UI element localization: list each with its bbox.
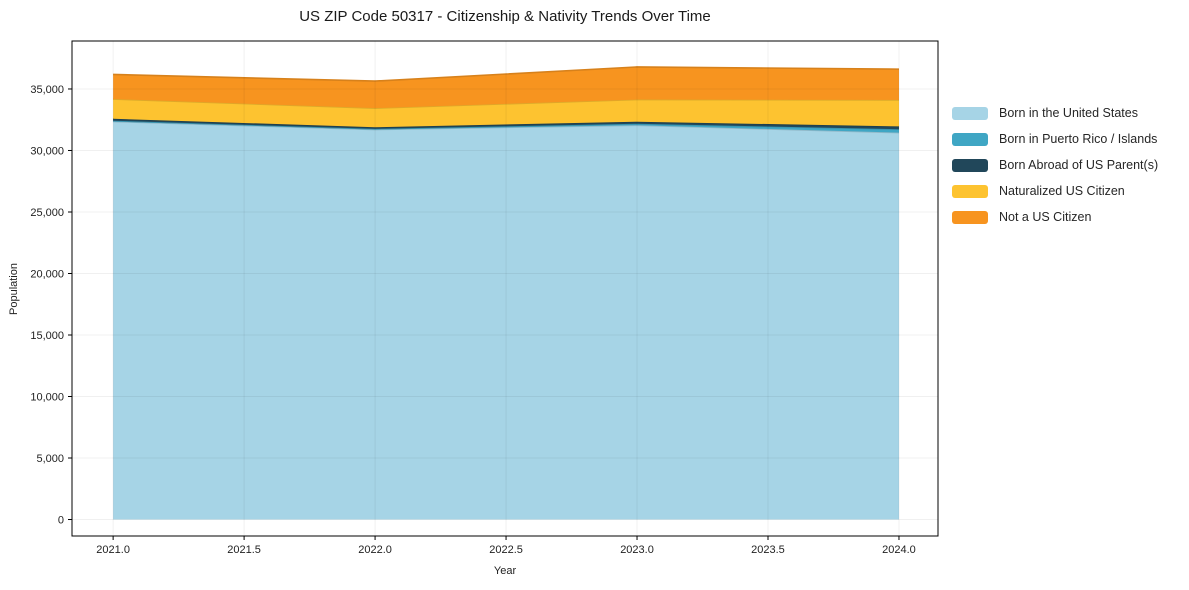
x-tick-label: 2024.0 [882,544,916,556]
legend-label: Naturalized US Citizen [999,184,1125,198]
legend: Born in the United States Born in Puerto… [952,100,1158,230]
legend-item: Born Abroad of US Parent(s) [952,152,1158,178]
x-tick-label: 2022.5 [489,544,523,556]
legend-label: Born Abroad of US Parent(s) [999,158,1159,172]
y-tick-label: 20,000 [30,268,64,280]
area-not-a-us-citizen [113,66,899,109]
area-born-in-the-united-states [113,121,899,520]
x-tick-label: 2021.5 [227,544,261,556]
legend-swatch-icon [952,132,988,146]
legend-swatch-icon [952,106,988,120]
y-tick-label: 30,000 [30,145,64,157]
legend-label: Born in the United States [999,106,1138,120]
y-tick-label: 0 [58,515,64,527]
legend-item: Naturalized US Citizen [952,178,1158,204]
legend-item: Not a US Citizen [952,204,1158,230]
legend-item: Born in Puerto Rico / Islands [952,126,1158,152]
x-tick-label: 2023.0 [620,544,654,556]
legend-swatch-icon [952,210,988,224]
plot-frame [71,40,939,537]
x-tick-label: 2023.5 [751,544,785,556]
y-tick-label: 5,000 [36,453,64,465]
area-edge-not-a-us-citizen [113,66,899,82]
y-tick-label: 25,000 [30,207,64,219]
legend-swatch-icon [952,184,988,198]
x-tick-label: 2021.0 [96,544,130,556]
legend-item: Born in the United States [952,100,1158,126]
legend-label: Not a US Citizen [999,210,1092,224]
chart-title: US ZIP Code 50317 - Citizenship & Nativi… [299,8,711,25]
y-tick-label: 35,000 [30,84,64,96]
legend-swatch-icon [952,158,988,172]
y-tick-label: 15,000 [30,330,64,342]
x-tick-label: 2022.0 [358,544,392,556]
y-tick-label: 10,000 [30,392,64,404]
area-born-abroad-of-us-parent-s [113,118,899,130]
x-axis-label: Year [493,565,517,577]
legend-label: Born in Puerto Rico / Islands [999,132,1158,146]
